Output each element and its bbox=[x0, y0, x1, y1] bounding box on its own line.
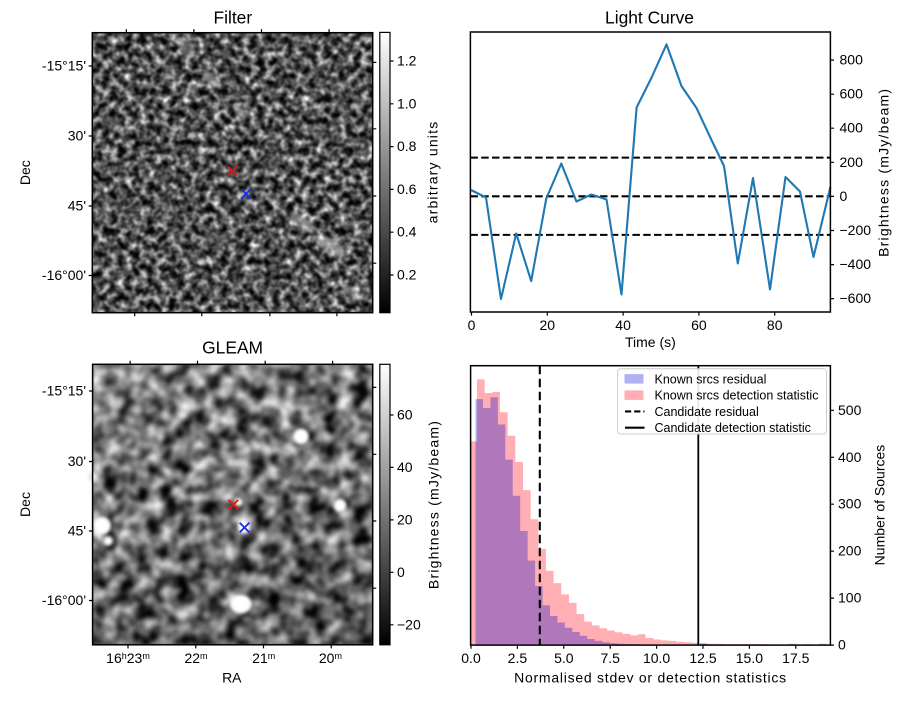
svg-text:−200: −200 bbox=[840, 222, 872, 238]
svg-text:0.4: 0.4 bbox=[397, 224, 417, 240]
svg-text:40: 40 bbox=[615, 317, 631, 333]
svg-text:1.0: 1.0 bbox=[397, 95, 417, 111]
svg-text:-16°00': -16°00' bbox=[42, 592, 86, 608]
svg-text:0.8: 0.8 bbox=[397, 138, 417, 154]
svg-text:2.5: 2.5 bbox=[508, 650, 528, 666]
svg-text:Brightness (mJy/beam): Brightness (mJy/beam) bbox=[426, 420, 442, 589]
svg-text:17.5: 17.5 bbox=[782, 650, 809, 666]
svg-text:Candidate detection statistic: Candidate detection statistic bbox=[655, 421, 811, 435]
svg-text:0: 0 bbox=[838, 637, 846, 653]
svg-text:0.6: 0.6 bbox=[397, 181, 417, 197]
svg-text:21m: 21m bbox=[252, 650, 275, 666]
svg-text:30': 30' bbox=[68, 128, 86, 144]
svg-text:RA: RA bbox=[222, 670, 242, 686]
svg-text:200: 200 bbox=[840, 154, 864, 170]
svg-text:15.0: 15.0 bbox=[736, 650, 763, 666]
svg-text:−20: −20 bbox=[397, 616, 421, 632]
svg-text:-16°00': -16°00' bbox=[42, 267, 86, 283]
svg-text:0.0: 0.0 bbox=[461, 650, 481, 666]
svg-text:30': 30' bbox=[68, 453, 86, 469]
svg-text:Dec: Dec bbox=[17, 160, 33, 185]
svg-text:80: 80 bbox=[767, 317, 783, 333]
svg-text:60: 60 bbox=[397, 407, 413, 423]
svg-text:GLEAM: GLEAM bbox=[202, 338, 263, 358]
svg-text:−400: −400 bbox=[840, 256, 872, 272]
svg-text:arbitrary units: arbitrary units bbox=[425, 121, 441, 224]
svg-text:20: 20 bbox=[397, 511, 413, 527]
svg-text:Light Curve: Light Curve bbox=[605, 8, 694, 28]
svg-text:0: 0 bbox=[468, 317, 476, 333]
svg-text:500: 500 bbox=[838, 402, 862, 418]
svg-text:40: 40 bbox=[397, 459, 413, 475]
svg-text:−600: −600 bbox=[840, 290, 872, 306]
svg-text:600: 600 bbox=[840, 86, 864, 102]
svg-text:Known srcs residual: Known srcs residual bbox=[655, 372, 767, 386]
svg-text:Dec: Dec bbox=[17, 492, 33, 517]
svg-text:5.0: 5.0 bbox=[554, 650, 574, 666]
svg-text:Normalised stdev or detection: Normalised stdev or detection statistics bbox=[514, 670, 787, 686]
svg-text:10.0: 10.0 bbox=[643, 650, 670, 666]
svg-text:-15°15': -15°15' bbox=[42, 383, 86, 399]
svg-text:16h23m: 16h23m bbox=[106, 650, 150, 666]
svg-text:45': 45' bbox=[68, 198, 86, 214]
svg-text:Time (s): Time (s) bbox=[625, 334, 676, 350]
svg-text:800: 800 bbox=[840, 52, 864, 68]
svg-text:Filter: Filter bbox=[213, 8, 252, 28]
svg-text:1.2: 1.2 bbox=[397, 53, 417, 69]
svg-text:0: 0 bbox=[840, 188, 848, 204]
svg-text:300: 300 bbox=[838, 496, 862, 512]
svg-text:0.2: 0.2 bbox=[397, 267, 417, 283]
svg-text:200: 200 bbox=[838, 543, 862, 559]
svg-text:100: 100 bbox=[838, 590, 862, 606]
svg-text:45': 45' bbox=[68, 523, 86, 539]
svg-text:Number of Sources: Number of Sources bbox=[872, 445, 888, 566]
svg-text:22m: 22m bbox=[184, 650, 207, 666]
svg-text:-15°15': -15°15' bbox=[42, 58, 86, 74]
svg-text:12.5: 12.5 bbox=[689, 650, 716, 666]
svg-text:20m: 20m bbox=[319, 650, 342, 666]
svg-text:Brightness (mJy/beam): Brightness (mJy/beam) bbox=[876, 88, 892, 257]
svg-text:60: 60 bbox=[691, 317, 707, 333]
svg-text:7.5: 7.5 bbox=[600, 650, 620, 666]
svg-text:0: 0 bbox=[397, 564, 405, 580]
svg-text:400: 400 bbox=[840, 120, 864, 136]
svg-text:20: 20 bbox=[540, 317, 556, 333]
svg-text:Candidate residual: Candidate residual bbox=[655, 405, 759, 419]
svg-text:400: 400 bbox=[838, 449, 862, 465]
svg-text:Known srcs detection statistic: Known srcs detection statistic bbox=[655, 389, 819, 403]
